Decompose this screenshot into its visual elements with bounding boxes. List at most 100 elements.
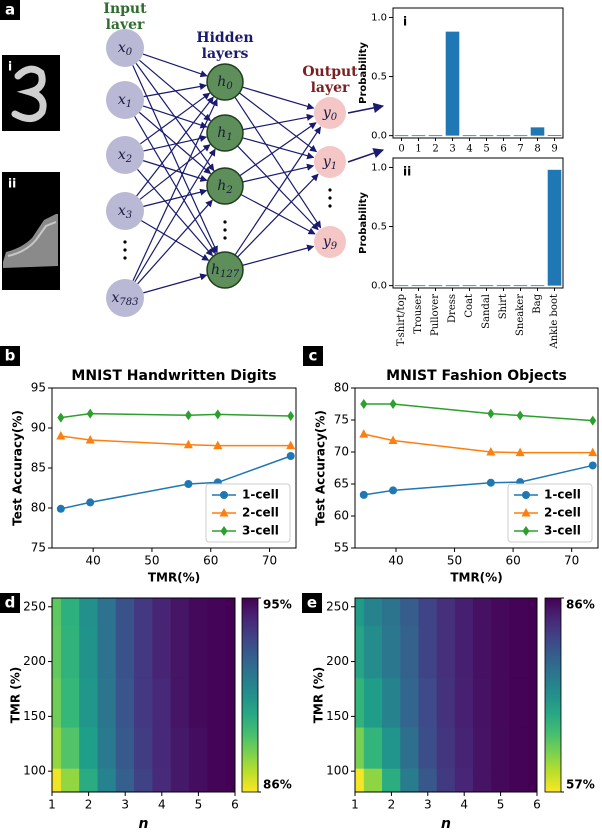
y-tick-label: 150 [23,709,46,723]
axes-frame [51,597,236,793]
node-symbol: h [211,262,220,278]
node-index: 127 [220,269,240,280]
x-axis-label: TMR(%) [450,571,502,585]
node [106,279,144,317]
contour-cell [509,677,529,728]
contour-cell [134,677,153,728]
ellipsis-dot [223,228,227,232]
legend-label: 1-cell [242,488,279,502]
marker [359,490,368,499]
chart-title: MNIST Fashion Objects [386,368,567,384]
colorbar-tick-label: 86% [263,778,292,792]
legend-marker [522,491,530,499]
node-symbol: y [322,234,332,250]
digit-stroke [11,65,47,122]
bar [462,285,477,287]
axes-frame [392,157,564,289]
contour-cell [400,768,419,793]
contour-cell [115,727,135,769]
series-line [60,412,291,419]
node-symbol: h [217,178,226,194]
contour-cell [527,677,538,728]
contour-cell [115,677,135,728]
contour-cell [134,768,153,793]
node [206,63,244,101]
y-tick-label: 250 [326,599,349,613]
marker [56,504,65,513]
contour-cell [382,768,401,793]
contour-cell [207,625,227,679]
node-label: x2 [118,147,132,165]
bar [428,285,443,287]
edge [142,53,208,78]
panel-label-box [0,346,20,366]
bar [411,285,426,287]
legend-marker [522,526,530,536]
contour-cell [189,677,208,728]
contour-cell [79,727,98,769]
edge [141,220,210,261]
x-tick-label: 6 [533,798,541,812]
marker [389,486,398,495]
x-tick-label: Shirt [498,294,509,319]
x-tick-label: 1 [48,798,56,812]
node [106,192,144,230]
node-label: y1 [322,154,337,172]
contour-cell [382,677,401,728]
layer-title: layer [311,80,350,96]
contour-cell [189,597,208,627]
contour-cell [134,625,153,679]
contour-cell [51,727,62,769]
x-tick-label: 70 [262,554,277,568]
edge [239,122,317,177]
bar [547,169,562,286]
bar [394,135,409,137]
x-tick-label: 60 [505,554,520,568]
contour-cell [225,727,236,769]
contour-cell [189,625,208,679]
marker [86,408,94,419]
y-tick-label: 90 [31,421,46,435]
contour-cell [115,597,135,627]
contour-cell [418,768,438,793]
node-index: 1 [226,132,232,143]
edge [139,92,211,145]
edge [240,193,316,235]
node [206,167,244,205]
contour-cell [51,677,62,728]
contour-cell [418,727,438,769]
contour-cell [363,597,383,627]
node-symbol: x [118,92,126,108]
bar [496,285,511,287]
node [314,97,346,129]
node-index: 2 [225,185,232,196]
node-symbol: h [217,125,226,141]
x-tick-label: 6 [500,144,506,155]
contour-cell [207,768,227,793]
y-tick-label: 200 [23,654,46,668]
contour-cell [509,768,529,793]
x-tick-label: Coat [464,294,475,318]
contour-cell [170,727,190,769]
node [106,136,144,174]
contour-cell [491,597,510,627]
panel-annotation: ii [403,165,411,179]
x-tick-label: Trouser [413,294,424,334]
marker [213,440,223,450]
x-tick-label: 60 [203,554,218,568]
legend-label: 2-cell [242,506,279,520]
node-index: 2 [125,154,132,165]
edge [137,168,214,257]
legend-box [205,483,291,543]
edge [136,96,214,197]
y-tick-label: 0.0 [371,131,387,142]
contour-cell [473,677,492,728]
node-index: 1 [331,161,337,172]
contour-cell [60,727,80,769]
contour-cell [79,597,98,627]
contour-cell [354,677,365,728]
marker [515,447,525,457]
y-axis-label: TMR (%) [9,667,23,724]
x-tick-label: 4 [460,798,468,812]
